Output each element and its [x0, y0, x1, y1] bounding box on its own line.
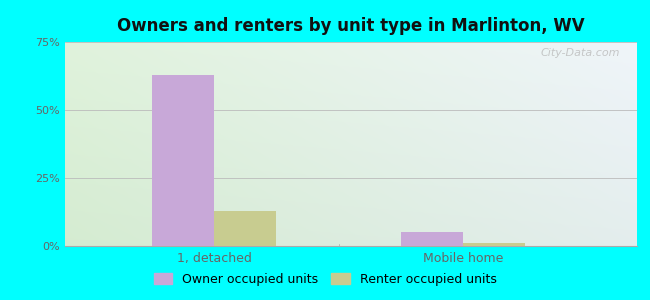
Title: Owners and renters by unit type in Marlinton, WV: Owners and renters by unit type in Marli… [117, 17, 585, 35]
Bar [401, 232, 463, 246]
Text: City-Data.com: City-Data.com [540, 48, 620, 58]
Bar [152, 75, 215, 246]
Legend: Owner occupied units, Renter occupied units: Owner occupied units, Renter occupied un… [148, 268, 502, 291]
Bar [214, 211, 276, 246]
Bar [463, 243, 525, 246]
